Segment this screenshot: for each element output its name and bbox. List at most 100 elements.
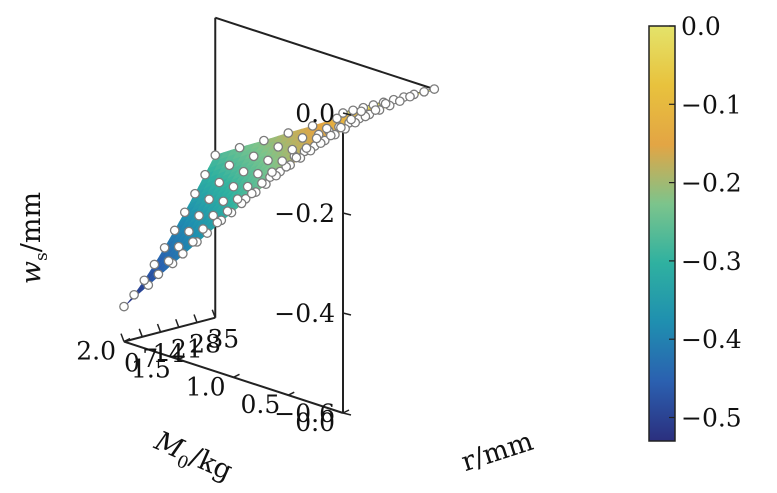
m-tick-label: 2.0: [76, 337, 116, 366]
r-tick: [211, 309, 216, 318]
data-point: [198, 224, 208, 234]
colorbar-tick-label: 0.0: [681, 12, 721, 41]
r-tick: [193, 314, 198, 323]
m-tick: [123, 337, 131, 343]
svg-text:r/mm: r/mm: [458, 426, 537, 478]
data-point: [232, 194, 243, 204]
data-point: [307, 121, 318, 131]
data-point: [210, 150, 221, 161]
data-point: [257, 178, 267, 188]
r-tick: [175, 319, 180, 328]
data-point: [380, 98, 391, 109]
data-point: [149, 259, 160, 270]
r-tick-label: 0: [124, 349, 140, 378]
data-point: [253, 168, 263, 179]
data-point: [159, 242, 170, 253]
z-axis-label: ws/mm: [16, 192, 52, 284]
data-point: [188, 237, 198, 247]
r-tick-label: 35: [207, 325, 239, 354]
data-point: [246, 188, 257, 199]
data-point: [224, 160, 235, 171]
z-tick-label: −0.4: [274, 299, 335, 328]
data-point: [177, 248, 188, 259]
data-point: [169, 225, 180, 236]
colorbar-tick-label: −0.5: [681, 404, 742, 433]
m-tick-label: 1.0: [186, 372, 226, 401]
svg-text:M0/kg: M0/kg: [147, 425, 237, 491]
data-points: [119, 84, 440, 312]
z-tick: [342, 312, 352, 316]
data-point: [119, 301, 129, 312]
axis-line: [214, 16, 435, 91]
z-tick-label: −0.6: [274, 399, 335, 428]
z-tick-label: −0.2: [274, 199, 335, 228]
data-point: [348, 105, 358, 116]
r-tick-label: 21: [171, 334, 203, 363]
data-point: [325, 130, 336, 141]
data-point: [163, 256, 174, 266]
data-point: [234, 142, 245, 153]
m-tick: [342, 409, 350, 414]
data-point: [394, 96, 405, 107]
data-point: [336, 122, 346, 133]
r-tick-label: 7: [142, 344, 158, 373]
data-point: [277, 156, 288, 166]
m-tick: [233, 373, 240, 378]
data-point: [153, 269, 164, 280]
m-tick: [178, 355, 186, 361]
data-point: [214, 177, 225, 188]
data-point: [267, 167, 277, 178]
data-point: [321, 123, 332, 134]
colorbar-tick-label: −0.1: [681, 90, 742, 119]
data-point: [259, 135, 269, 146]
m-tick-label: 0.5: [240, 390, 280, 419]
data-point: [179, 207, 190, 218]
data-point: [238, 166, 249, 177]
data-point: [291, 152, 302, 163]
r-tick: [156, 323, 162, 333]
z-tick: [342, 412, 352, 416]
r-axis-label: r/mm: [458, 426, 537, 478]
data-point: [287, 144, 298, 155]
data-point: [405, 91, 415, 102]
data-point: [222, 206, 233, 217]
data-point: [370, 105, 381, 115]
r-tick: [120, 333, 125, 342]
data-point: [194, 210, 204, 221]
data-point: [356, 106, 367, 117]
z-tick: [342, 112, 352, 116]
data-point: [173, 241, 184, 252]
surface-mesh: [123, 88, 435, 307]
data-point: [228, 181, 239, 192]
m-tick-label: 0.0: [295, 408, 335, 437]
data-point: [218, 196, 229, 207]
colorbar-tick-label: −0.3: [681, 247, 742, 276]
data-point: [297, 133, 308, 143]
data-point: [242, 181, 253, 192]
data-point: [273, 142, 284, 152]
svg-text:ws/mm: ws/mm: [16, 192, 52, 284]
data-point: [283, 128, 294, 138]
data-point: [212, 217, 223, 228]
r-tick: [138, 328, 143, 338]
data-point: [200, 169, 210, 180]
data-point: [190, 188, 200, 199]
colorbar-bar: [648, 25, 676, 442]
data-point: [263, 155, 273, 166]
data-point: [184, 226, 194, 237]
data-point: [346, 114, 356, 125]
colorbar: 0.0 −0.1 −0.2 −0.3 −0.4 −0.5: [648, 12, 742, 442]
data-point: [248, 151, 259, 162]
m-axis-label: M0/kg: [147, 425, 237, 491]
data-point: [301, 143, 312, 153]
data-point: [311, 133, 322, 144]
data-point: [204, 194, 214, 205]
z-tick: [342, 212, 352, 216]
r-tick-label: 14: [153, 339, 185, 368]
m-tick: [287, 391, 295, 396]
axis-line: [123, 316, 216, 343]
data-point: [129, 289, 139, 300]
data-point: [419, 86, 429, 97]
